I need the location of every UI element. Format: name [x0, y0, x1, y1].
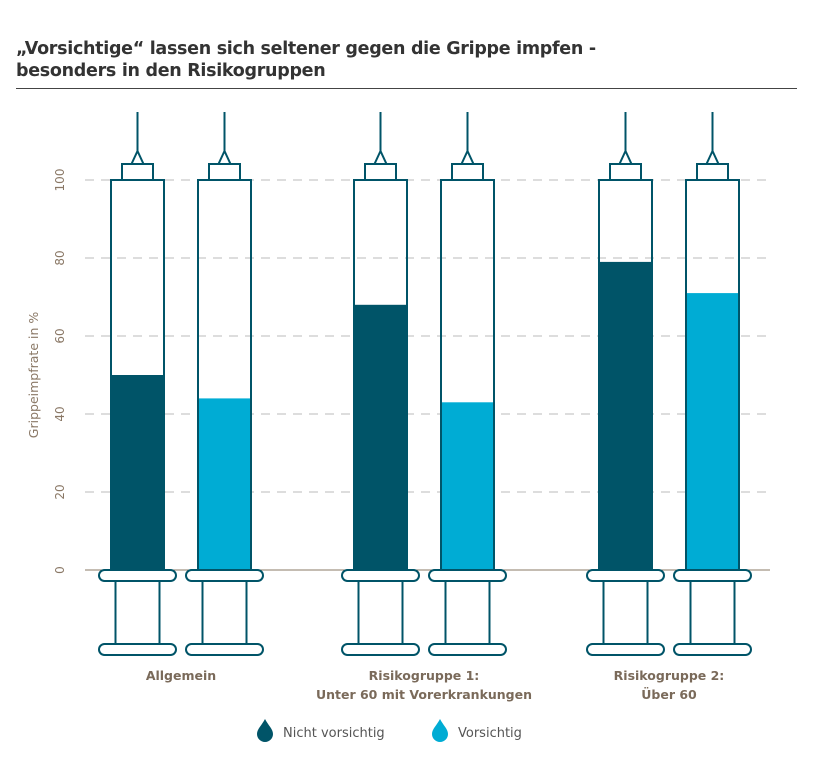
chart-title: „Vorsichtige“ lassen sich seltener gegen… [16, 38, 596, 82]
syringe-flange [428, 569, 507, 582]
syringe-flange [185, 569, 264, 582]
bar-nicht-vorsichtig [111, 375, 164, 570]
syringe-neck [364, 163, 397, 181]
category-label: Unter 60 mit Vorerkrankungen [316, 687, 532, 702]
y-axis-label: Grippeimpfrate in % [26, 312, 41, 439]
legend-drop-icon [432, 719, 448, 742]
syringe-needle-hub [216, 148, 233, 165]
syringe-flange [586, 569, 665, 582]
title-line-1: „Vorsichtige“ lassen sich seltener gegen… [16, 39, 596, 59]
y-tick-label: 60 [53, 328, 67, 343]
syringe-neck [609, 163, 642, 181]
syringe-needle-hub [704, 148, 721, 165]
bar-nicht-vorsichtig [354, 304, 407, 570]
title-line-2: besonders in den Risikogruppen [16, 61, 326, 81]
legend-label: Nicht vorsichtig [283, 726, 385, 741]
syringe-neck [208, 163, 241, 181]
syringe-neck [696, 163, 729, 181]
legend-drop-icon [257, 719, 273, 742]
syringe-needle-hub [459, 148, 476, 165]
plunger-thumb-rest [185, 643, 264, 656]
legend-label: Vorsichtig [458, 726, 522, 741]
plunger-thumb-rest [673, 643, 752, 656]
plunger-thumb-rest [428, 643, 507, 656]
syringe-needle-hub [617, 148, 634, 165]
syringe-neck [451, 163, 484, 181]
category-label: Allgemein [146, 668, 216, 683]
bar-vorsichtig [198, 398, 251, 570]
bar-vorsichtig [686, 293, 739, 570]
plunger-thumb-rest [98, 643, 177, 656]
y-tick-label: 0 [53, 566, 67, 574]
syringe-neck [121, 163, 154, 181]
category-label: Über 60 [641, 687, 697, 702]
syringe-flange [673, 569, 752, 582]
syringe-flange [341, 569, 420, 582]
category-label: Risikogruppe 2: [614, 668, 725, 683]
syringe-needle-hub [372, 148, 389, 165]
syringe-needle-hub [129, 148, 146, 165]
y-tick-label: 20 [53, 484, 67, 499]
title-rule [16, 88, 797, 89]
plunger-thumb-rest [341, 643, 420, 656]
bar-vorsichtig [441, 402, 494, 570]
y-tick-label: 40 [53, 406, 67, 421]
bar-nicht-vorsichtig [599, 261, 652, 570]
y-tick-label: 80 [53, 250, 67, 265]
y-tick-label: 100 [53, 169, 67, 192]
syringe-flange [98, 569, 177, 582]
category-label: Risikogruppe 1: [369, 668, 480, 683]
plunger-thumb-rest [586, 643, 665, 656]
